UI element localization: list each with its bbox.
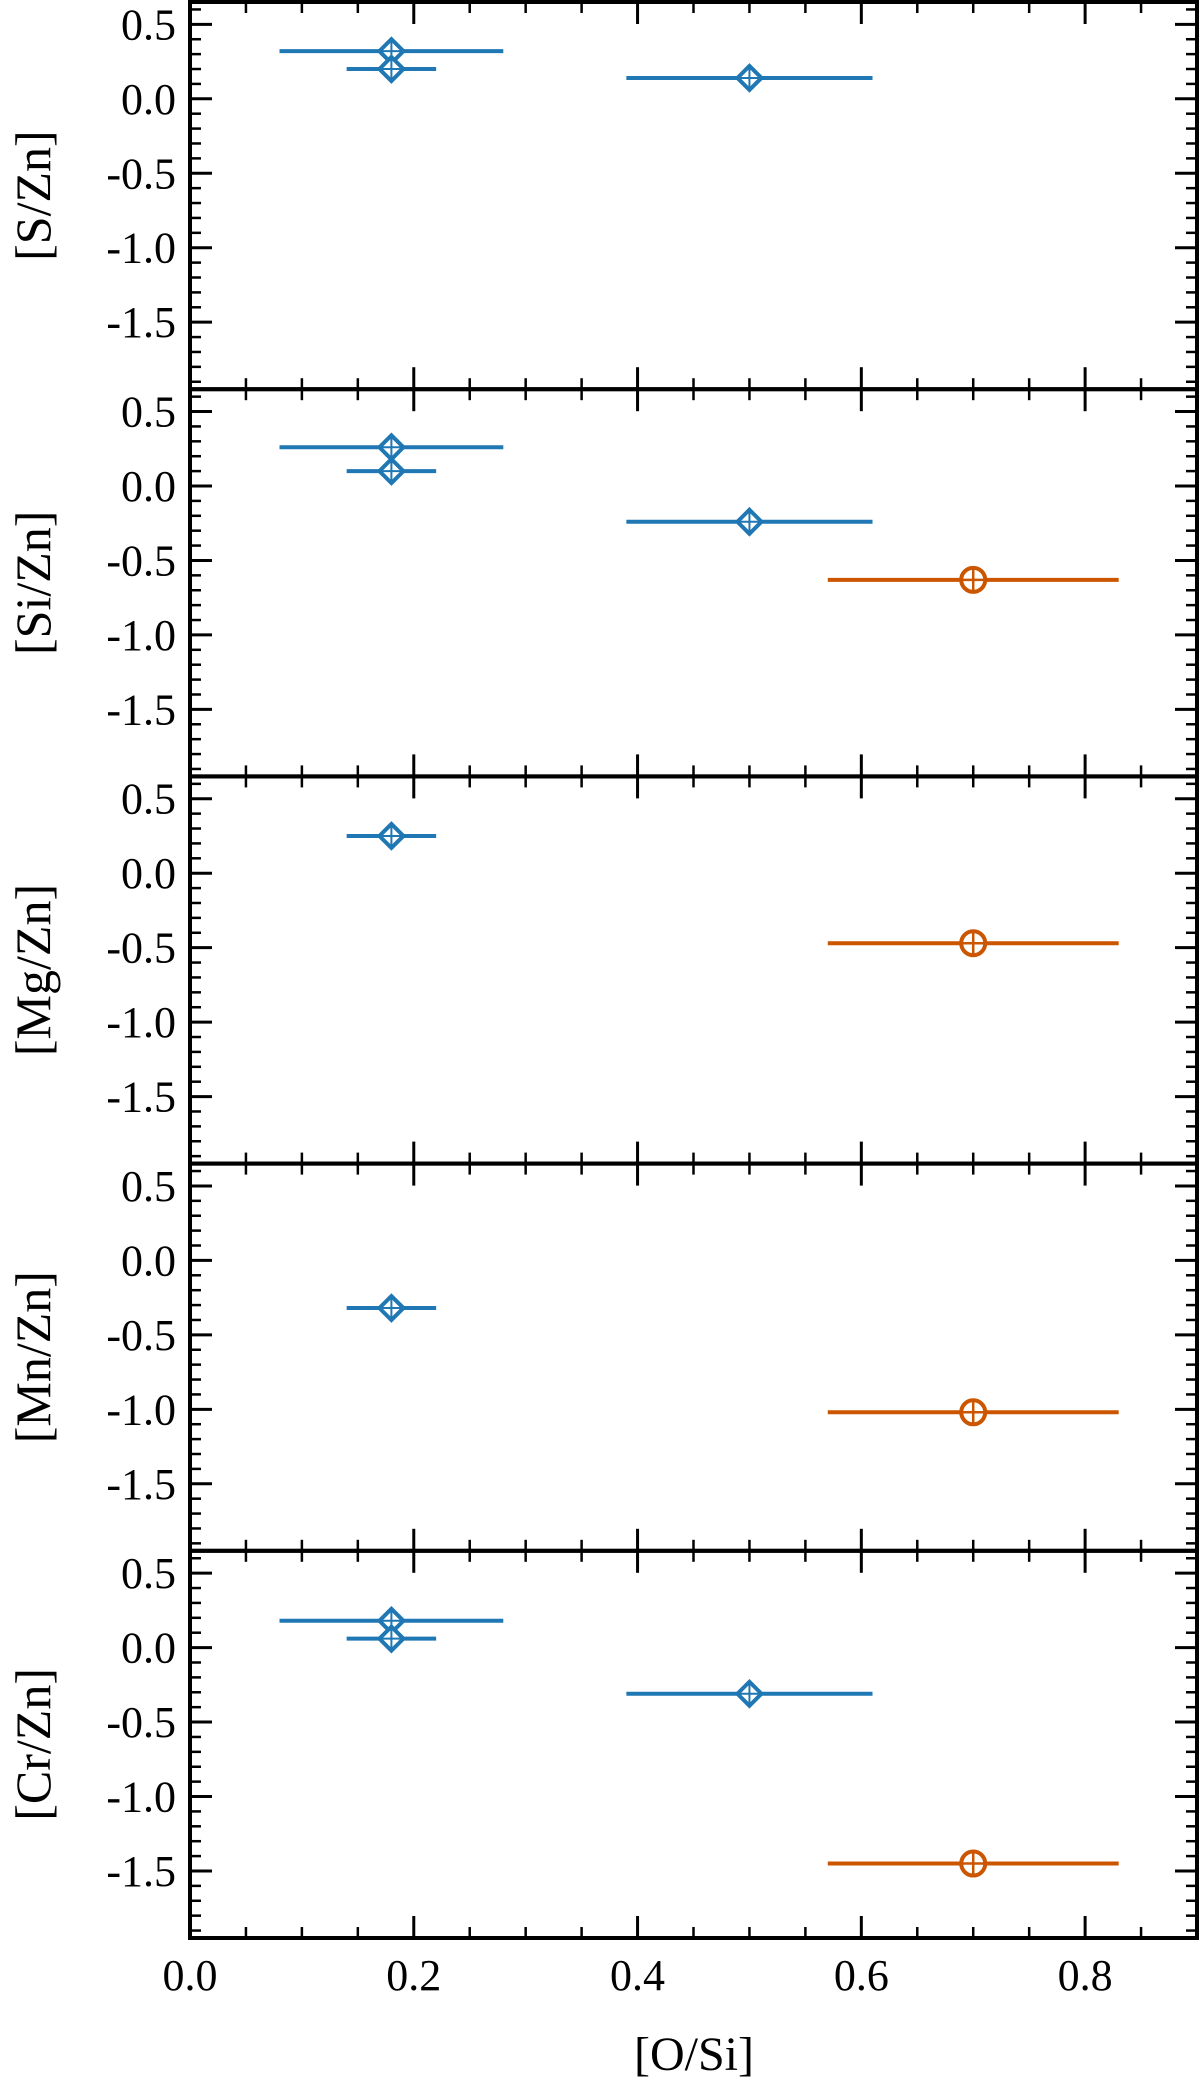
panel-frame: [188, 774, 1199, 1166]
y-tick-label: -0.5: [106, 536, 176, 585]
y-tick-label: -1.5: [106, 685, 176, 734]
x-tick-label: 0.2: [386, 1951, 441, 2000]
y-tick-label: -1.0: [106, 1385, 176, 1434]
panel-5: 0.5 0.0 -0.5 -1.0 -1.5 0.0 0.2 0.4 0.6 0.8 [Cr/Zn]: [5, 1548, 1199, 2000]
panels-group: 0.5 0.0 -0.5 -1.0 -1.5 [S/Zn] 0.5 0.0 -0.5 -1.0 -1…: [5, 0, 1199, 2000]
panel-frame: [188, 0, 1199, 392]
panel-frame: [188, 1161, 1199, 1553]
y-tick-label: 0.0: [121, 1236, 176, 1285]
y-tick-label: 0.5: [121, 0, 176, 49]
y-tick-label: -0.5: [106, 1311, 176, 1360]
y-tick-label: 0.5: [121, 1549, 176, 1598]
panel-3: 0.5 0.0 -0.5 -1.0 -1.5 [Mg/Zn]: [5, 774, 1199, 1166]
x-tick-label: 0.0: [163, 1951, 218, 2000]
x-tick-label: 0.8: [1058, 1951, 1113, 2000]
y-tick-label: 0.0: [121, 75, 176, 124]
panel-4: 0.5 0.0 -0.5 -1.0 -1.5 [Mn/Zn]: [5, 1161, 1199, 1553]
panel-2: 0.5 0.0 -0.5 -1.0 -1.5 [Si/Zn]: [5, 387, 1199, 779]
y-axis-label: [Cr/Zn]: [5, 1668, 61, 1821]
y-tick-label: -0.5: [106, 149, 176, 198]
y-axis-label: [S/Zn]: [5, 130, 61, 261]
y-tick-label: -1.0: [106, 224, 176, 273]
y-tick-label: -0.5: [106, 1698, 176, 1747]
y-tick-label: -1.0: [106, 998, 176, 1047]
x-tick-label: 0.6: [834, 1951, 889, 2000]
y-tick-label: 0.5: [121, 388, 176, 437]
y-tick-label: -1.5: [106, 298, 176, 347]
y-tick-label: -1.0: [106, 1773, 176, 1822]
panel-frame: [188, 1548, 1199, 1941]
y-tick-label: 0.5: [121, 1162, 176, 1211]
y-tick-label: -1.5: [106, 1460, 176, 1509]
y-axis-label: [Si/Zn]: [5, 511, 61, 655]
y-tick-label: 0.0: [121, 849, 176, 898]
y-tick-label: -1.0: [106, 611, 176, 660]
y-tick-label: -0.5: [106, 924, 176, 973]
y-tick-label: -1.5: [106, 1073, 176, 1122]
y-axis-label: [Mn/Zn]: [5, 1271, 61, 1443]
panel-1: 0.5 0.0 -0.5 -1.0 -1.5 [S/Zn]: [5, 0, 1199, 392]
y-tick-label: 0.0: [121, 462, 176, 511]
x-tick-label: 0.4: [610, 1951, 665, 2000]
y-axis-label: [Mg/Zn]: [5, 884, 61, 1056]
y-tick-label: -1.5: [106, 1847, 176, 1896]
y-tick-label: 0.0: [121, 1624, 176, 1673]
y-tick-label: 0.5: [121, 775, 176, 824]
x-axis-label: [O/Si]: [634, 2028, 754, 2079]
